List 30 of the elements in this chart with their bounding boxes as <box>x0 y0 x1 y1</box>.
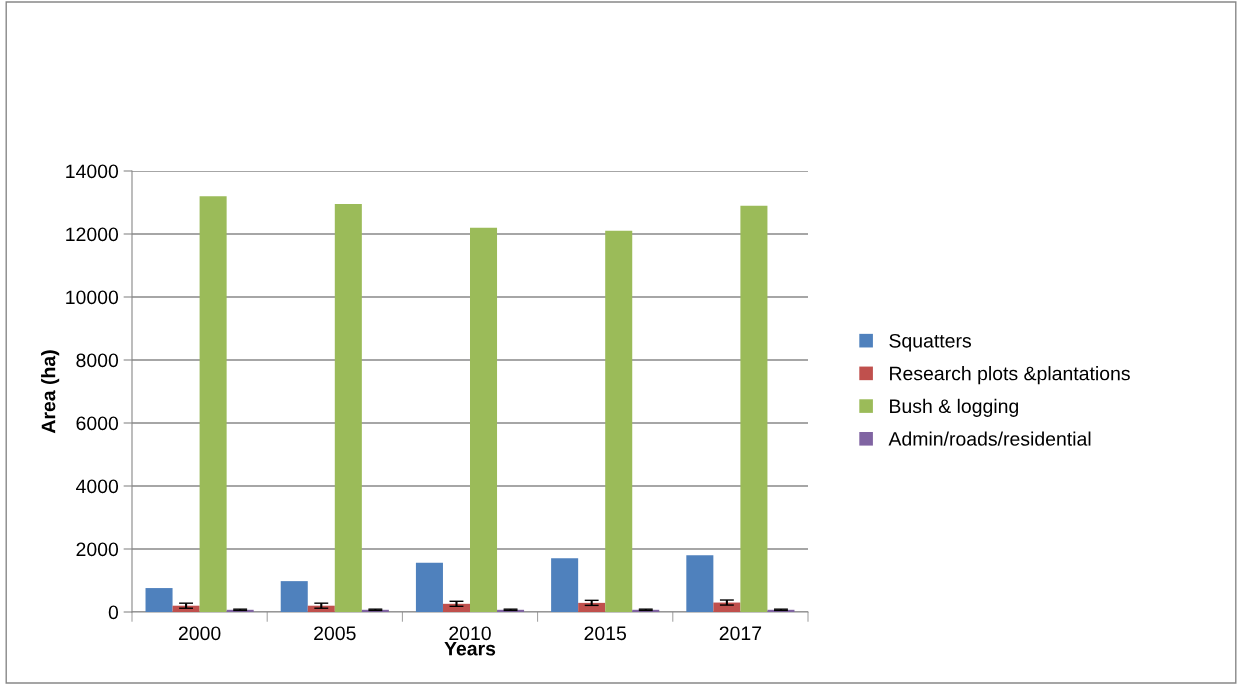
y-tick-label: 4000 <box>76 479 119 494</box>
legend-label: Squatters <box>889 333 971 352</box>
y-tick-label: 6000 <box>76 416 119 431</box>
legend-label: Bush & logging <box>890 398 1019 417</box>
y-tick-label: 0 <box>108 605 119 620</box>
y-tick-label: 12000 <box>66 227 119 242</box>
bar <box>470 227 498 612</box>
bar <box>280 581 308 612</box>
x-tick-label: 2010 <box>449 626 491 641</box>
bar <box>551 558 579 612</box>
y-tick-label: 14000 <box>66 164 119 179</box>
bar <box>686 555 714 612</box>
x-tick-label: 2015 <box>584 626 627 641</box>
bar <box>199 196 227 612</box>
x-tick-label: 2017 <box>719 626 762 641</box>
bar <box>415 562 443 612</box>
x-axis-title: Years <box>444 641 496 656</box>
bar <box>605 230 633 612</box>
bar <box>740 205 768 612</box>
y-tick-label: 10000 <box>66 290 119 305</box>
bar <box>334 204 362 612</box>
y-tick-label: 8000 <box>76 353 119 368</box>
legend-label: Research plots &plantations <box>890 366 1130 385</box>
legend-label: Admin/roads/residential <box>888 431 1091 446</box>
y-axis-title: Area (ha) <box>41 350 60 434</box>
x-tick-label: 2000 <box>178 626 221 641</box>
y-tick-label: 2000 <box>76 542 119 557</box>
x-tick-label: 2005 <box>314 626 356 641</box>
bar <box>145 588 173 612</box>
bar <box>578 602 606 612</box>
